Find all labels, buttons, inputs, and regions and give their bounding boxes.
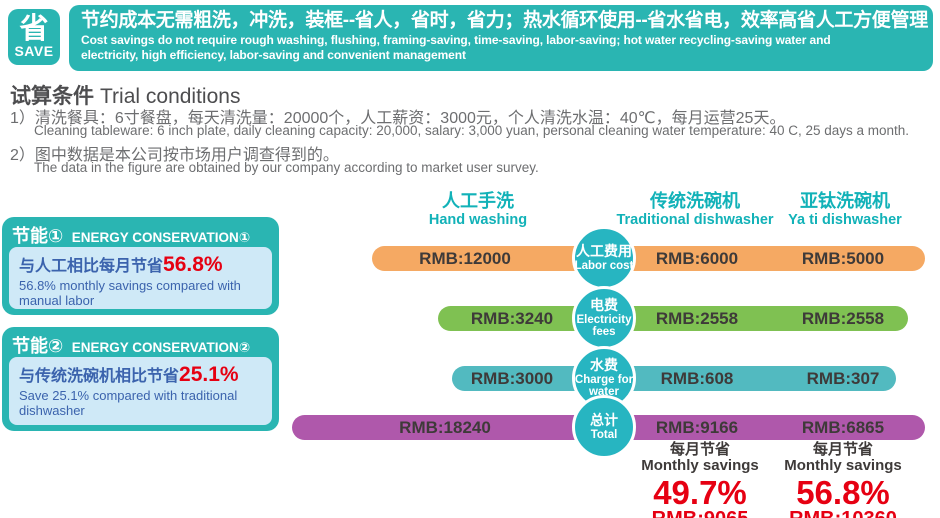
trial-item-2-en: The data in the figure are obtained by o… — [34, 160, 539, 175]
value-water-traditional: RMB:608 — [660, 369, 734, 388]
savings-percent: 56.8% — [796, 473, 890, 511]
energy-box-2-title-en: ENERGY CONSERVATION② — [71, 340, 251, 355]
trial-item-2-zh: 2）图中数据是本公司按市场用户调查得到的。 — [10, 147, 339, 164]
value-labor-hand: RMB:12000 — [419, 249, 511, 268]
row-circle-zh: 电费 — [590, 297, 618, 314]
bar-electricity-fees — [438, 306, 908, 331]
value-total-traditional: RMB:9166 — [655, 418, 739, 437]
savings-amount: RMB:10360 — [784, 509, 902, 518]
energy-box-2-title-zh: 节能② — [12, 336, 64, 356]
value-total-hand: RMB:18240 — [399, 418, 491, 437]
row-circle-zh: 水费 — [590, 357, 618, 374]
savings-amount: RMB:9065 — [641, 509, 759, 518]
value-electricity-yati: RMB:2558 — [801, 309, 885, 328]
banner-line1-en: Cost savings do not require rough washin… — [81, 32, 831, 47]
energy-box-1-body: 与人工相比每月节省56.8% 56.8% monthly savings com… — [9, 247, 272, 309]
save-badge-en: SAVE — [14, 42, 54, 59]
row-circle-en: Total — [590, 428, 618, 441]
energy-box-1-title-zh: 节能① — [12, 226, 64, 246]
column-header-en: Hand washing — [428, 211, 528, 228]
trial-item-1-en: Cleaning tableware: 6 inch plate, daily … — [34, 123, 910, 138]
bar-water-charge — [452, 366, 896, 391]
save-badge: 省 SAVE — [8, 9, 60, 65]
bar-labor-cost — [372, 246, 925, 271]
energy-box-2-value: 25.1% — [179, 363, 239, 386]
banner-line2-en: electricity, high efficiency, labor-savi… — [81, 47, 466, 62]
savings-label-en: Monthly savings — [641, 456, 759, 474]
energy-box-1-claim-en: 56.8% monthly savings compared with manu… — [19, 278, 241, 308]
banner-headline-zh: 节约成本无需粗洗，冲洗，装框--省人，省时，省力；热水循环使用--省水省电，效率… — [81, 10, 928, 31]
row-circle-en: Labor cost — [574, 259, 634, 272]
trial-item-1-zh: 1）清洗餐具：6寸餐盘，每天清洗量：20000个，人工薪资：3000元，个人清洗… — [10, 110, 786, 127]
value-labor-yati: RMB:5000 — [801, 249, 885, 268]
savings-percent: 49.7% — [653, 473, 747, 511]
column-header-yati-dishwasher: 亚钛洗碗机 Ya ti dishwasher — [788, 191, 902, 229]
energy-box-2-body: 与传统洗碗机相比节省25.1% Save 25.1% compared with… — [9, 357, 272, 425]
savings-label-zh: 每月节省 — [812, 441, 873, 458]
header-banner: 节约成本无需粗洗，冲洗，装框--省人，省时，省力；热水循环使用--省水省电，效率… — [69, 5, 933, 71]
energy-box-1-header: 节能① ENERGY CONSERVATION① — [2, 217, 279, 248]
energy-box-2-header: 节能② ENERGY CONSERVATION② — [2, 327, 279, 358]
savings-label-en: Monthly savings — [784, 456, 902, 474]
row-circle-zh: 人工费用 — [576, 243, 632, 260]
column-header-hand-washing: 人工手洗 Hand washing — [428, 191, 528, 229]
energy-conservation-box-2: 节能② ENERGY CONSERVATION② 与传统洗碗机相比节省25.1%… — [2, 327, 279, 431]
value-water-hand: RMB:3000 — [470, 369, 554, 388]
column-header-en: Ya ti dishwasher — [788, 211, 902, 228]
energy-box-2-claim-zh: 与传统洗碗机相比节省 — [19, 368, 180, 385]
value-labor-traditional: RMB:6000 — [655, 249, 739, 268]
column-header-zh: 传统洗碗机 — [650, 191, 740, 211]
energy-box-2-claim-en: Save 25.1% compared with traditional dis… — [19, 388, 238, 418]
column-header-en: Traditional dishwasher — [616, 211, 774, 228]
column-header-traditional-dishwasher: 传统洗碗机 Traditional dishwasher — [616, 191, 774, 229]
value-electricity-hand: RMB:3240 — [470, 309, 554, 328]
row-circle-labor-cost: 人工费用 Labor cost — [572, 226, 636, 290]
energy-box-1-value: 56.8% — [163, 253, 223, 276]
column-header-zh: 人工手洗 — [441, 191, 514, 211]
energy-box-1-claim-zh: 与人工相比每月节省 — [19, 258, 164, 275]
save-badge-zh: 省 — [19, 12, 49, 45]
value-water-yati: RMB:307 — [806, 369, 880, 388]
energy-box-1-title-en: ENERGY CONSERVATION① — [71, 230, 251, 245]
monthly-savings-yati: 每月节省 Monthly savings 56.8% RMB:10360 — [784, 442, 902, 518]
row-circle-zh: 总计 — [590, 412, 618, 429]
energy-conservation-box-1: 节能① ENERGY CONSERVATION① 与人工相比每月节省56.8% … — [2, 217, 279, 315]
value-total-yati: RMB:6865 — [801, 418, 885, 437]
trial-conditions-title: 试算条件 Trial conditions — [10, 80, 240, 110]
value-electricity-traditional: RMB:2558 — [655, 309, 739, 328]
row-circle-en: Electricity fees — [576, 313, 632, 338]
column-header-zh: 亚钛洗碗机 — [799, 191, 890, 211]
row-circle-electricity-fees: 电费 Electricity fees — [572, 286, 636, 350]
trial-title-en: Trial conditions — [100, 85, 241, 108]
trial-title-zh: 试算条件 — [10, 85, 94, 108]
savings-label-zh: 每月节省 — [669, 441, 730, 458]
row-circle-en: Charge for water — [574, 373, 634, 398]
monthly-savings-traditional: 每月节省 Monthly savings 49.7% RMB:9065 — [641, 442, 759, 518]
row-circle-total: 总计 Total — [572, 395, 636, 459]
